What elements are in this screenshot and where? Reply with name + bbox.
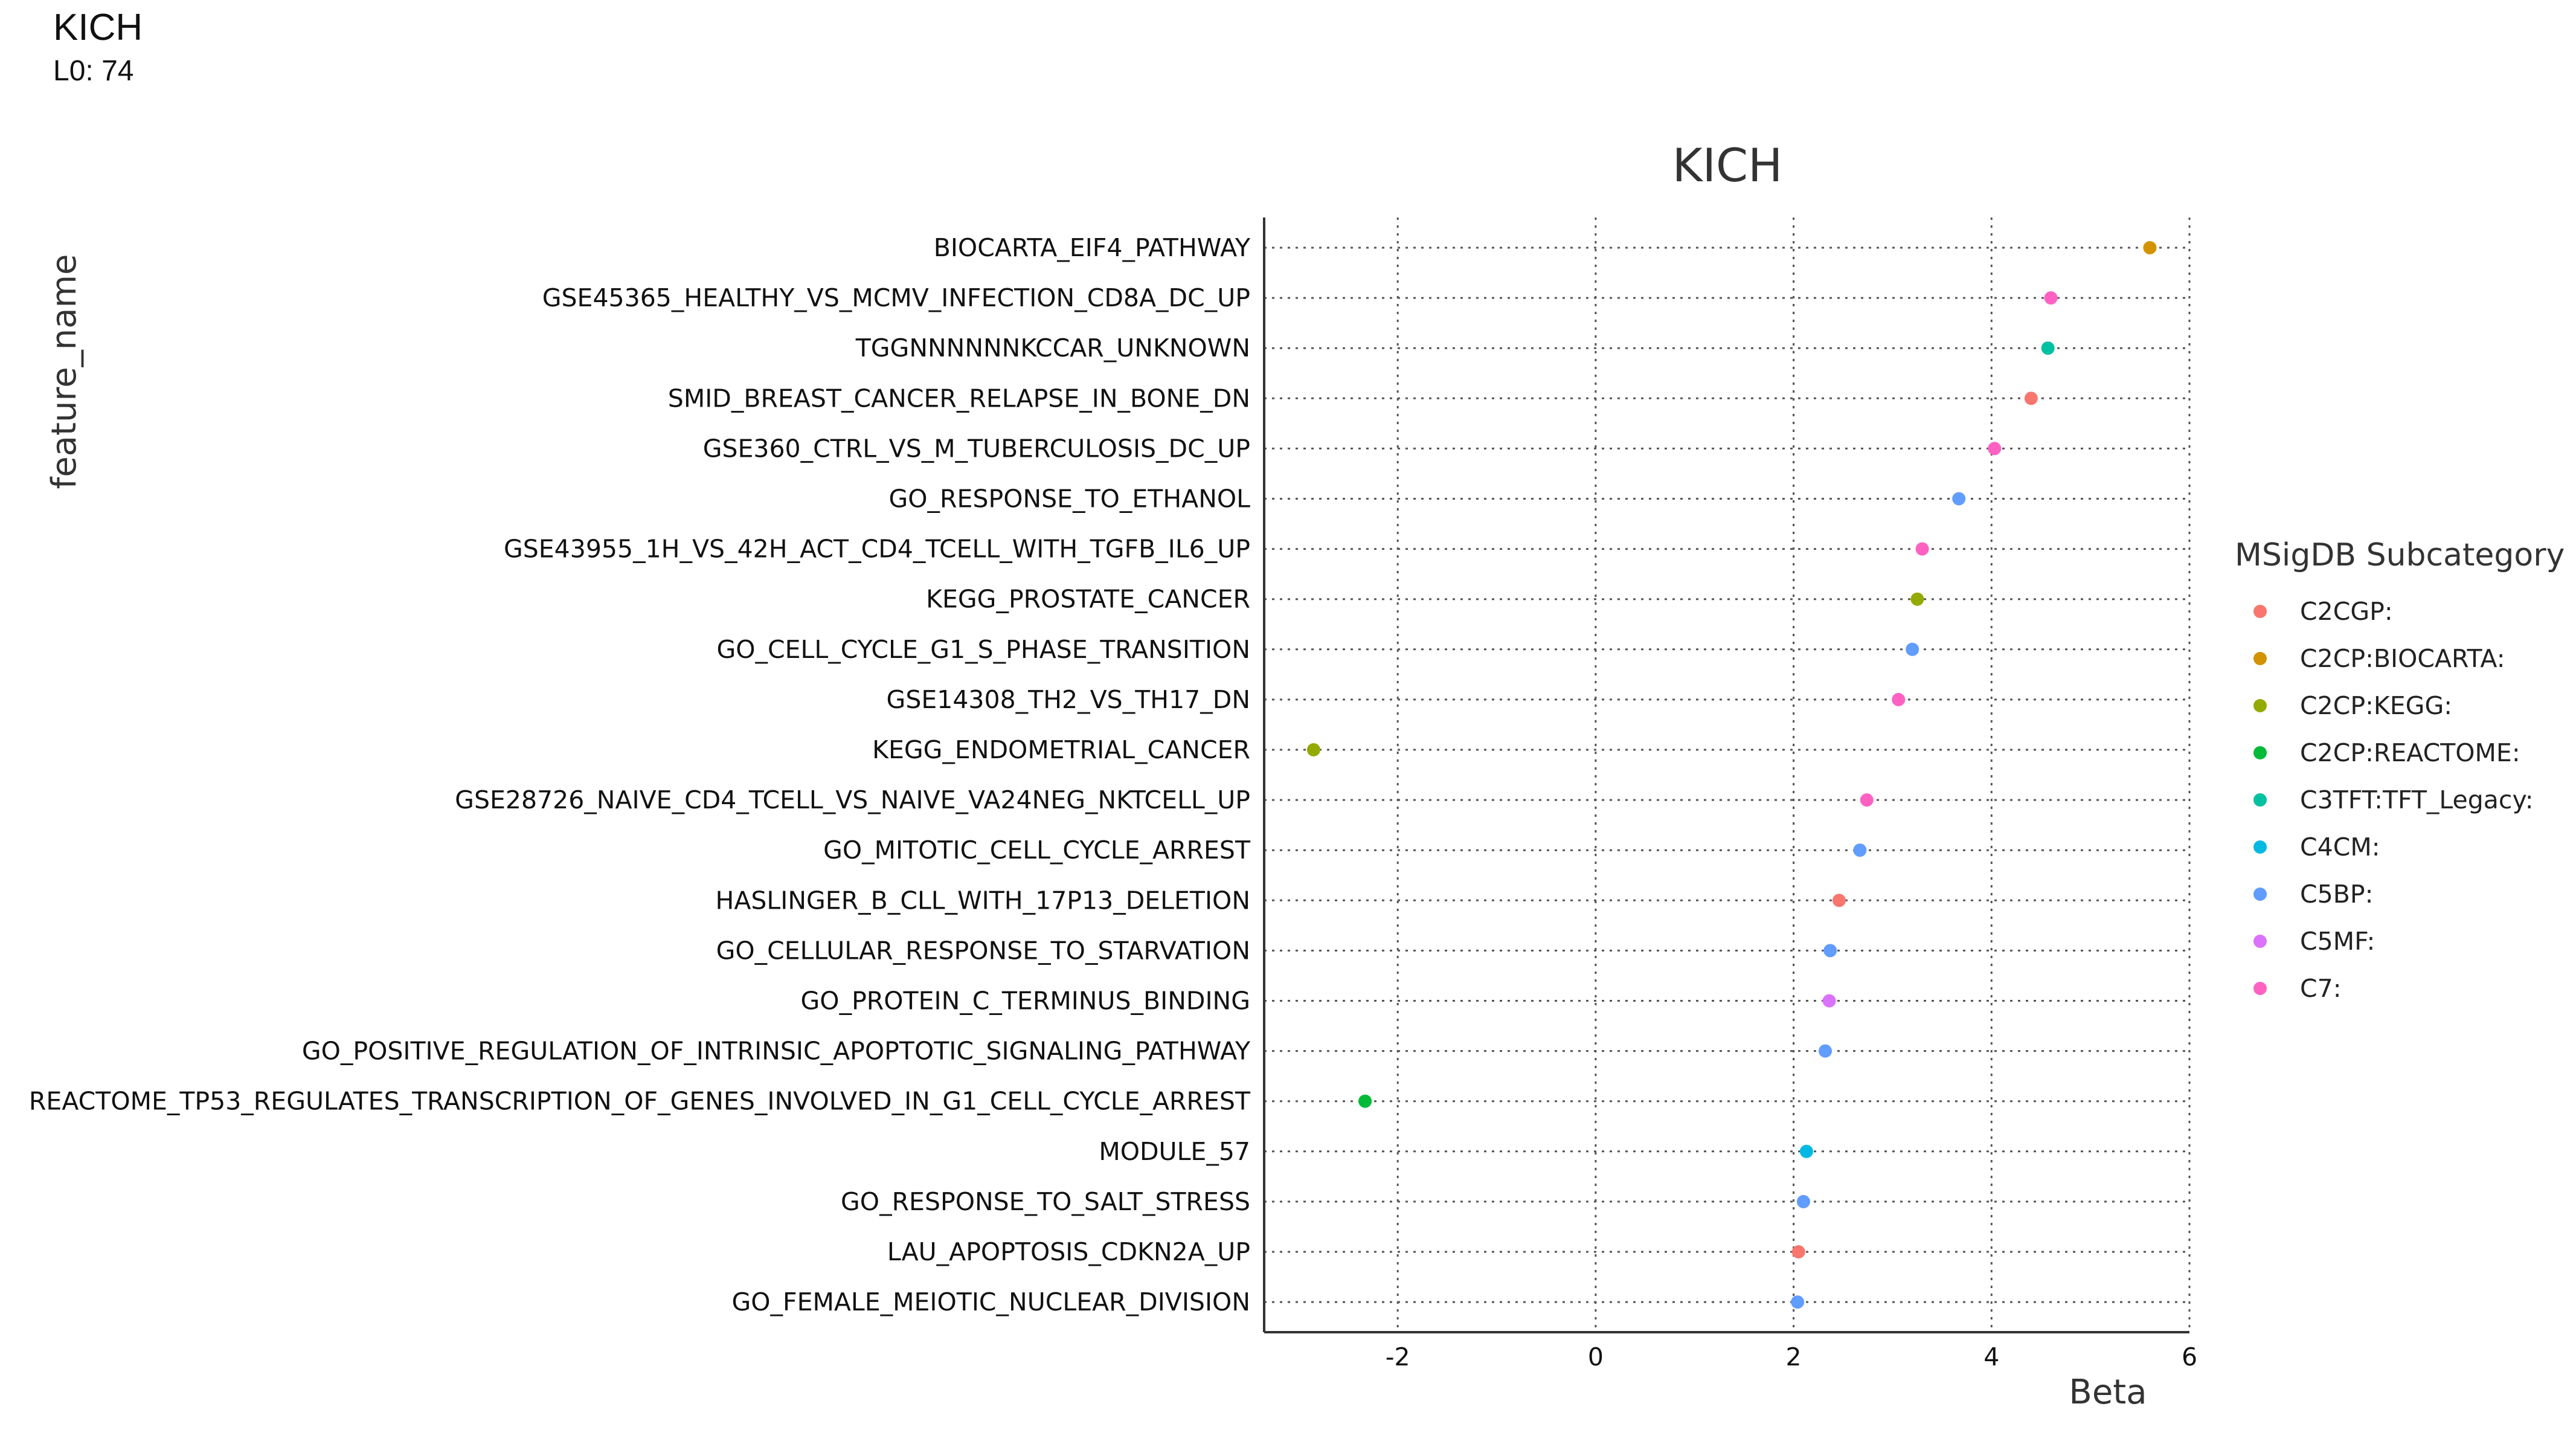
data-point	[1822, 994, 1836, 1008]
data-point	[1892, 692, 1906, 706]
feature-label: GO_FEMALE_MEIOTIC_NUCLEAR_DIVISION	[731, 1287, 1250, 1316]
legend-label: C2CP:BIOCARTA:	[2300, 644, 2505, 673]
feature-label: GSE14308_TH2_VS_TH17_DN	[887, 685, 1250, 714]
feature-label: SMID_BREAST_CANCER_RELAPSE_IN_BONE_DN	[668, 384, 1250, 413]
legend-key	[2253, 605, 2267, 618]
x-tick-label: 2	[1786, 1342, 1802, 1371]
feature-label: KEGG_PROSTATE_CANCER	[926, 585, 1250, 614]
data-point	[2041, 341, 2055, 355]
legend-key	[2253, 982, 2267, 995]
legend-entry: C5MF:	[2253, 927, 2375, 956]
feature-label: GO_RESPONSE_TO_SALT_STRESS	[841, 1187, 1250, 1216]
legend: MSigDB Subcategory C2CGP: C2CP:BIOCARTA: C…	[2235, 537, 2565, 1003]
category-labels: BIOCARTA_EIF4_PATHWAY GSE45365_HEALTHY_VS…	[29, 233, 1251, 1316]
data-point	[1791, 1245, 1805, 1258]
feature-label: GO_RESPONSE_TO_ETHANOL	[889, 485, 1251, 514]
y-axis-label: feature_name	[45, 254, 84, 489]
legend-title: MSigDB Subcategory	[2235, 537, 2565, 573]
data-point	[1306, 743, 1320, 756]
legend-entry: C4CM:	[2253, 833, 2380, 862]
legend-label: C5BP:	[2300, 880, 2373, 909]
feature-label: GSE360_CTRL_VS_M_TUBERCULOSIS_DC_UP	[703, 434, 1250, 463]
data-point	[1823, 944, 1837, 958]
data-point	[2143, 241, 2157, 254]
legend-label: C3TFT:TFT_Legacy:	[2300, 785, 2534, 814]
x-tick-labels: -2 0 2 4 6	[1386, 1342, 2197, 1371]
x-axis-label: Beta	[2069, 1373, 2147, 1412]
feature-label: GSE45365_HEALTHY_VS_MCMV_INFECTION_CD8A_…	[542, 283, 1250, 312]
data-point	[2024, 392, 2038, 405]
data-point	[1906, 642, 1919, 656]
data-point	[1819, 1044, 1832, 1058]
legend-entry: C7:	[2253, 974, 2342, 1003]
chart-title: KICH	[1672, 138, 1782, 192]
feature-label: GO_CELL_CYCLE_G1_S_PHASE_TRANSITION	[716, 635, 1250, 664]
feature-label: GSE43955_1H_VS_42H_ACT_CD4_TCELL_WITH_TG…	[504, 535, 1250, 564]
header-title: KICH	[53, 7, 143, 48]
legend-key	[2253, 793, 2267, 807]
legend-key	[2253, 699, 2267, 712]
x-tick-label: -2	[1386, 1342, 1410, 1371]
feature-label: HASLINGER_B_CLL_WITH_17P13_DELETION	[716, 886, 1250, 915]
data-point	[1796, 1194, 1810, 1208]
grid-lines	[1264, 218, 2191, 1332]
data-points	[1306, 241, 2157, 1309]
data-point	[1915, 542, 1929, 556]
x-tick-label: 4	[1983, 1342, 1999, 1371]
data-point	[1358, 1094, 1372, 1108]
data-point	[1832, 894, 1846, 907]
legend-label: C2CP:KEGG:	[2300, 691, 2452, 720]
feature-label: GO_PROTEIN_C_TERMINUS_BINDING	[801, 987, 1250, 1016]
axes	[1263, 218, 2189, 1333]
feature-label: GO_POSITIVE_REGULATION_OF_INTRINSIC_APOP…	[302, 1037, 1251, 1066]
feature-label: TGGNNNNNNKCCAR_UNKNOWN	[855, 334, 1250, 362]
feature-label: MODULE_57	[1099, 1137, 1250, 1166]
feature-label: BIOCARTA_EIF4_PATHWAY	[934, 233, 1251, 262]
legend-entry: C2CP:BIOCARTA:	[2253, 644, 2505, 673]
legend-label: C2CGP:	[2300, 597, 2393, 626]
feature-label: GO_MITOTIC_CELL_CYCLE_ARREST	[823, 836, 1251, 865]
data-point	[2044, 291, 2058, 305]
feature-label: GSE28726_NAIVE_CD4_TCELL_VS_NAIVE_VA24NE…	[455, 785, 1250, 814]
data-point	[1853, 843, 1867, 857]
legend-key	[2253, 652, 2267, 665]
header-subtitle: L0: 74	[53, 55, 134, 87]
data-point	[1791, 1295, 1805, 1309]
feature-label: KEGG_ENDOMETRIAL_CANCER	[872, 735, 1250, 764]
feature-label: LAU_APOPTOSIS_CDKN2A_UP	[887, 1237, 1250, 1266]
feature-label: REACTOME_TP53_REGULATES_TRANSCRIPTION_OF…	[29, 1087, 1251, 1116]
legend-key	[2253, 935, 2267, 948]
legend-entry: C3TFT:TFT_Legacy:	[2253, 785, 2534, 814]
legend-label: C4CM:	[2300, 833, 2380, 862]
data-point	[1860, 793, 1874, 807]
data-point	[1910, 592, 1924, 606]
legend-label: C7:	[2300, 974, 2342, 1003]
legend-key	[2253, 888, 2267, 901]
x-tick-label: 6	[2182, 1342, 2197, 1371]
data-point	[1952, 492, 1966, 506]
legend-label: C5MF:	[2300, 927, 2375, 956]
legend-entry: C2CP:REACTOME:	[2253, 738, 2520, 767]
feature-label: GO_CELLULAR_RESPONSE_TO_STARVATION	[716, 936, 1250, 965]
x-tick-label: 0	[1588, 1342, 1604, 1371]
legend-entry: C2CGP:	[2253, 597, 2393, 626]
legend-key	[2253, 746, 2267, 759]
legend-entry: C2CP:KEGG:	[2253, 691, 2452, 720]
legend-key	[2253, 840, 2267, 854]
legend-entry: C5BP:	[2253, 880, 2373, 909]
legend-label: C2CP:REACTOME:	[2300, 738, 2520, 767]
data-point	[1799, 1144, 1813, 1158]
data-point	[1988, 442, 2002, 456]
